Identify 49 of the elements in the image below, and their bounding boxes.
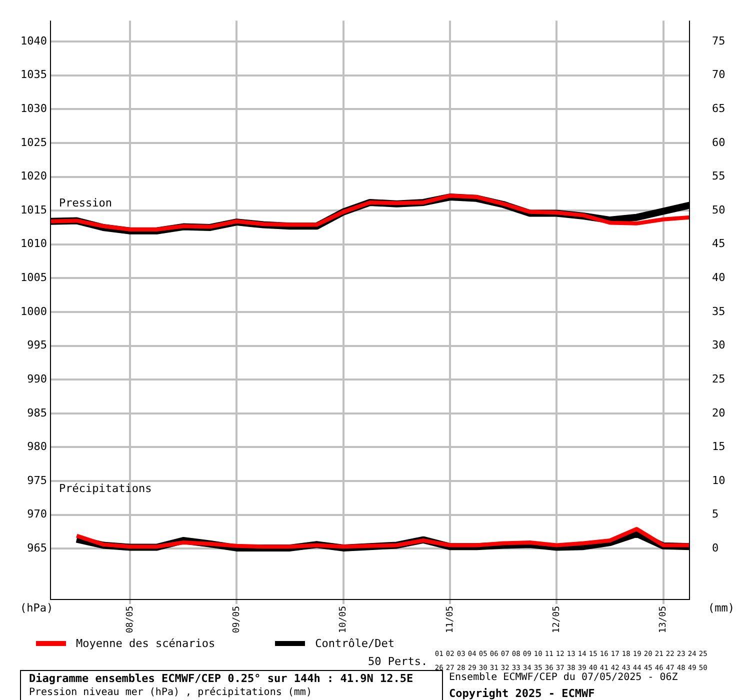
y2-tick-label: 65: [712, 102, 726, 116]
y-tick-label: 1000: [20, 304, 47, 318]
y2-tick-label: 40: [712, 271, 726, 284]
x-tick-label: 10/05: [338, 606, 349, 634]
y-tick-label: 1005: [20, 271, 47, 284]
y-tick-label: 990: [27, 372, 47, 386]
y2-axis-title: (mm): [708, 601, 734, 614]
y2-tick-label: 20: [712, 406, 726, 420]
y-tick-label: 1035: [20, 68, 47, 82]
y-tick-label: 985: [27, 406, 47, 420]
y2-tick-label: 0: [712, 541, 719, 554]
annotation: Pression: [59, 196, 112, 210]
text: Pression niveau mer (hPa) , précipitations (mm): [29, 686, 313, 700]
y2-tick-label: 75: [712, 34, 726, 48]
annotation: Précipitations: [59, 482, 152, 495]
y2-tick-label: 50: [712, 203, 726, 216]
x-tick-label: 11/05: [445, 606, 456, 634]
y-tick-label: 1010: [20, 237, 47, 250]
y-tick-label: 1025: [20, 136, 47, 149]
x-tick-label: 08/05: [125, 606, 136, 634]
y-tick-label: 1040: [20, 34, 47, 48]
y-tick-label: 1020: [20, 170, 47, 183]
y2-tick-label: 45: [712, 237, 726, 250]
y2-tick-label: 10: [712, 474, 726, 487]
legend-label: Moyenne des scénarios: [76, 637, 216, 650]
legend-label: Contrôle/Det: [315, 637, 395, 650]
y2-tick-label: 60: [712, 136, 726, 149]
y2-tick-label: 70: [712, 68, 726, 82]
y2-tick-label: 55: [712, 170, 726, 183]
y-tick-label: 965: [27, 541, 47, 554]
y2-tick-label: 35: [712, 304, 726, 318]
text: 50 Perts.: [368, 654, 428, 668]
y-tick-label: 975: [27, 474, 47, 487]
y-tick-label: 980: [27, 440, 47, 454]
y-tick-label: 1015: [20, 203, 47, 216]
y2-tick-label: 25: [712, 372, 726, 386]
x-tick-label: 13/05: [658, 606, 669, 634]
y-tick-label: 970: [27, 508, 47, 521]
y2-tick-label: 30: [712, 338, 726, 352]
y-axis-title: (hPa): [20, 601, 54, 614]
y-tick-label: 995: [27, 338, 47, 352]
y2-tick-label: 15: [712, 440, 726, 454]
y-tick-label: 1030: [20, 102, 47, 116]
x-tick-label: 12/05: [552, 606, 562, 634]
text: Copyright 2025 - ECMWF: [449, 686, 596, 700]
text: Ensemble ECMWF/CEP du 07/05/2025 - 06Z: [449, 671, 678, 685]
x-tick-label: 09/05: [232, 606, 242, 634]
text: Diagramme ensembles ECMWF/CEP 0.25° sur 144h : 41.9N 12.5E: [29, 672, 414, 686]
y2-tick-label: 5: [712, 508, 719, 521]
